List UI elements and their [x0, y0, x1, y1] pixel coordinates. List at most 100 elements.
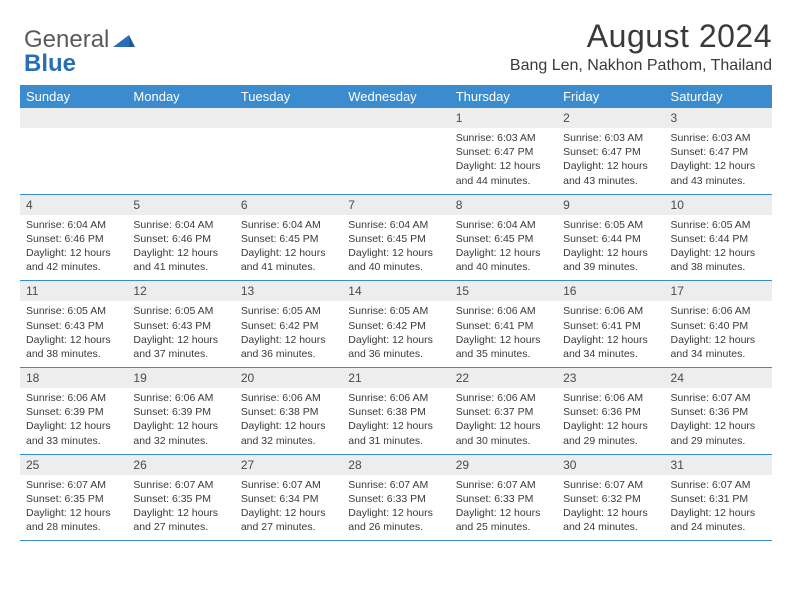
- day-number: 21: [342, 368, 449, 388]
- calendar-cell: 21Sunrise: 6:06 AMSunset: 6:38 PMDayligh…: [342, 368, 449, 455]
- calendar-cell: 27Sunrise: 6:07 AMSunset: 6:34 PMDayligh…: [235, 454, 342, 541]
- day-number: 28: [342, 455, 449, 475]
- logo: General: [20, 18, 137, 54]
- day-info: Sunrise: 6:05 AMSunset: 6:44 PMDaylight:…: [665, 215, 772, 281]
- day-number: 12: [127, 281, 234, 301]
- day-info: Sunrise: 6:04 AMSunset: 6:45 PMDaylight:…: [235, 215, 342, 281]
- day-info: Sunrise: 6:06 AMSunset: 6:37 PMDaylight:…: [450, 388, 557, 454]
- logo-text-2: Blue: [24, 50, 76, 77]
- day-info: Sunrise: 6:07 AMSunset: 6:31 PMDaylight:…: [665, 475, 772, 541]
- day-header: Saturday: [665, 85, 772, 108]
- day-number: [342, 108, 449, 128]
- day-number: [127, 108, 234, 128]
- calendar-cell: 11Sunrise: 6:05 AMSunset: 6:43 PMDayligh…: [20, 281, 127, 368]
- calendar-body: 1Sunrise: 6:03 AMSunset: 6:47 PMDaylight…: [20, 108, 772, 541]
- day-number: [20, 108, 127, 128]
- page-title: August 2024: [510, 18, 772, 55]
- day-info: Sunrise: 6:06 AMSunset: 6:38 PMDaylight:…: [235, 388, 342, 454]
- day-number: 20: [235, 368, 342, 388]
- day-info: Sunrise: 6:03 AMSunset: 6:47 PMDaylight:…: [665, 128, 772, 194]
- day-header: Thursday: [450, 85, 557, 108]
- calendar-cell: 17Sunrise: 6:06 AMSunset: 6:40 PMDayligh…: [665, 281, 772, 368]
- calendar-row: 1Sunrise: 6:03 AMSunset: 6:47 PMDaylight…: [20, 108, 772, 194]
- calendar-cell: 24Sunrise: 6:07 AMSunset: 6:36 PMDayligh…: [665, 368, 772, 455]
- day-number: 22: [450, 368, 557, 388]
- day-info: Sunrise: 6:05 AMSunset: 6:43 PMDaylight:…: [127, 301, 234, 367]
- day-number: 9: [557, 195, 664, 215]
- calendar-row: 18Sunrise: 6:06 AMSunset: 6:39 PMDayligh…: [20, 368, 772, 455]
- day-info: [342, 128, 449, 188]
- calendar-table: SundayMondayTuesdayWednesdayThursdayFrid…: [20, 85, 772, 541]
- day-info: Sunrise: 6:05 AMSunset: 6:44 PMDaylight:…: [557, 215, 664, 281]
- calendar-cell: 18Sunrise: 6:06 AMSunset: 6:39 PMDayligh…: [20, 368, 127, 455]
- day-info: Sunrise: 6:07 AMSunset: 6:34 PMDaylight:…: [235, 475, 342, 541]
- calendar-cell: [235, 108, 342, 194]
- day-info: Sunrise: 6:05 AMSunset: 6:42 PMDaylight:…: [342, 301, 449, 367]
- day-number: 24: [665, 368, 772, 388]
- day-number: 29: [450, 455, 557, 475]
- day-info: Sunrise: 6:06 AMSunset: 6:39 PMDaylight:…: [127, 388, 234, 454]
- day-info: Sunrise: 6:07 AMSunset: 6:33 PMDaylight:…: [450, 475, 557, 541]
- day-info: [235, 128, 342, 188]
- calendar-cell: 12Sunrise: 6:05 AMSunset: 6:43 PMDayligh…: [127, 281, 234, 368]
- calendar-cell: 5Sunrise: 6:04 AMSunset: 6:46 PMDaylight…: [127, 194, 234, 281]
- day-header: Wednesday: [342, 85, 449, 108]
- page-subtitle: Bang Len, Nakhon Pathom, Thailand: [510, 57, 772, 75]
- day-number: 25: [20, 455, 127, 475]
- day-number: 14: [342, 281, 449, 301]
- calendar-cell: 14Sunrise: 6:05 AMSunset: 6:42 PMDayligh…: [342, 281, 449, 368]
- calendar-cell: 29Sunrise: 6:07 AMSunset: 6:33 PMDayligh…: [450, 454, 557, 541]
- calendar-cell: 23Sunrise: 6:06 AMSunset: 6:36 PMDayligh…: [557, 368, 664, 455]
- logo-mark-icon: [113, 29, 135, 47]
- calendar-cell: 22Sunrise: 6:06 AMSunset: 6:37 PMDayligh…: [450, 368, 557, 455]
- day-number: 16: [557, 281, 664, 301]
- day-number: 7: [342, 195, 449, 215]
- day-number: 10: [665, 195, 772, 215]
- day-number: 4: [20, 195, 127, 215]
- day-header: Sunday: [20, 85, 127, 108]
- day-number: 5: [127, 195, 234, 215]
- day-number: 8: [450, 195, 557, 215]
- day-number: 17: [665, 281, 772, 301]
- calendar-cell: [342, 108, 449, 194]
- day-info: Sunrise: 6:06 AMSunset: 6:41 PMDaylight:…: [557, 301, 664, 367]
- day-info: Sunrise: 6:07 AMSunset: 6:33 PMDaylight:…: [342, 475, 449, 541]
- day-number: 3: [665, 108, 772, 128]
- calendar-cell: 25Sunrise: 6:07 AMSunset: 6:35 PMDayligh…: [20, 454, 127, 541]
- day-info: Sunrise: 6:05 AMSunset: 6:43 PMDaylight:…: [20, 301, 127, 367]
- day-number: [235, 108, 342, 128]
- day-info: Sunrise: 6:06 AMSunset: 6:40 PMDaylight:…: [665, 301, 772, 367]
- calendar-cell: 19Sunrise: 6:06 AMSunset: 6:39 PMDayligh…: [127, 368, 234, 455]
- day-info: Sunrise: 6:06 AMSunset: 6:41 PMDaylight:…: [450, 301, 557, 367]
- calendar-cell: 1Sunrise: 6:03 AMSunset: 6:47 PMDaylight…: [450, 108, 557, 194]
- calendar-cell: 8Sunrise: 6:04 AMSunset: 6:45 PMDaylight…: [450, 194, 557, 281]
- calendar-cell: 9Sunrise: 6:05 AMSunset: 6:44 PMDaylight…: [557, 194, 664, 281]
- day-info: Sunrise: 6:04 AMSunset: 6:46 PMDaylight:…: [127, 215, 234, 281]
- header: General August 2024 Bang Len, Nakhon Pat…: [20, 18, 772, 75]
- day-header: Tuesday: [235, 85, 342, 108]
- day-number: 15: [450, 281, 557, 301]
- calendar-row: 11Sunrise: 6:05 AMSunset: 6:43 PMDayligh…: [20, 281, 772, 368]
- day-info: Sunrise: 6:07 AMSunset: 6:35 PMDaylight:…: [20, 475, 127, 541]
- calendar-cell: 3Sunrise: 6:03 AMSunset: 6:47 PMDaylight…: [665, 108, 772, 194]
- day-info: [127, 128, 234, 188]
- calendar-cell: 10Sunrise: 6:05 AMSunset: 6:44 PMDayligh…: [665, 194, 772, 281]
- calendar-cell: 28Sunrise: 6:07 AMSunset: 6:33 PMDayligh…: [342, 454, 449, 541]
- calendar-head: SundayMondayTuesdayWednesdayThursdayFrid…: [20, 85, 772, 108]
- calendar-row: 4Sunrise: 6:04 AMSunset: 6:46 PMDaylight…: [20, 194, 772, 281]
- day-header: Friday: [557, 85, 664, 108]
- day-number: 31: [665, 455, 772, 475]
- day-number: 30: [557, 455, 664, 475]
- day-number: 11: [20, 281, 127, 301]
- day-info: Sunrise: 6:04 AMSunset: 6:45 PMDaylight:…: [342, 215, 449, 281]
- day-info: Sunrise: 6:03 AMSunset: 6:47 PMDaylight:…: [450, 128, 557, 194]
- day-number: 19: [127, 368, 234, 388]
- calendar-cell: 15Sunrise: 6:06 AMSunset: 6:41 PMDayligh…: [450, 281, 557, 368]
- day-info: [20, 128, 127, 188]
- day-number: 1: [450, 108, 557, 128]
- day-number: 13: [235, 281, 342, 301]
- day-info: Sunrise: 6:06 AMSunset: 6:38 PMDaylight:…: [342, 388, 449, 454]
- calendar-cell: 20Sunrise: 6:06 AMSunset: 6:38 PMDayligh…: [235, 368, 342, 455]
- day-number: 23: [557, 368, 664, 388]
- day-info: Sunrise: 6:07 AMSunset: 6:35 PMDaylight:…: [127, 475, 234, 541]
